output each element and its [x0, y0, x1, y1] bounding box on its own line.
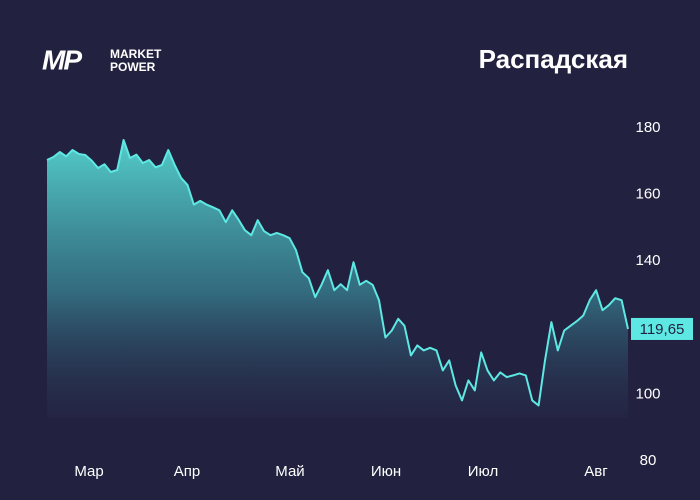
line	[46, 139, 629, 407]
logo-mark: MP	[42, 44, 82, 75]
last-value-label: 119,65	[640, 321, 685, 338]
last-value-box	[631, 317, 693, 340]
x-tick-label: Апр	[174, 463, 200, 480]
x-tick-label: Май	[275, 463, 304, 480]
area	[47, 140, 628, 418]
x-tick-label: Авг	[584, 463, 608, 480]
x-tick-label: Июл	[468, 463, 498, 480]
y-tick-label: 140	[635, 252, 660, 269]
x-tick-label: Июн	[371, 463, 401, 480]
y-tick-label: 80	[640, 452, 657, 469]
y-tick-label: 160	[635, 186, 660, 203]
y-tick-label: 180	[635, 119, 660, 136]
logo-text: POWER	[110, 60, 156, 74]
x-tick-label: Мар	[74, 463, 103, 480]
chart-title: Распадская	[479, 44, 628, 74]
y-tick-label: 100	[635, 385, 660, 402]
logo-text: MARKET	[110, 47, 162, 61]
